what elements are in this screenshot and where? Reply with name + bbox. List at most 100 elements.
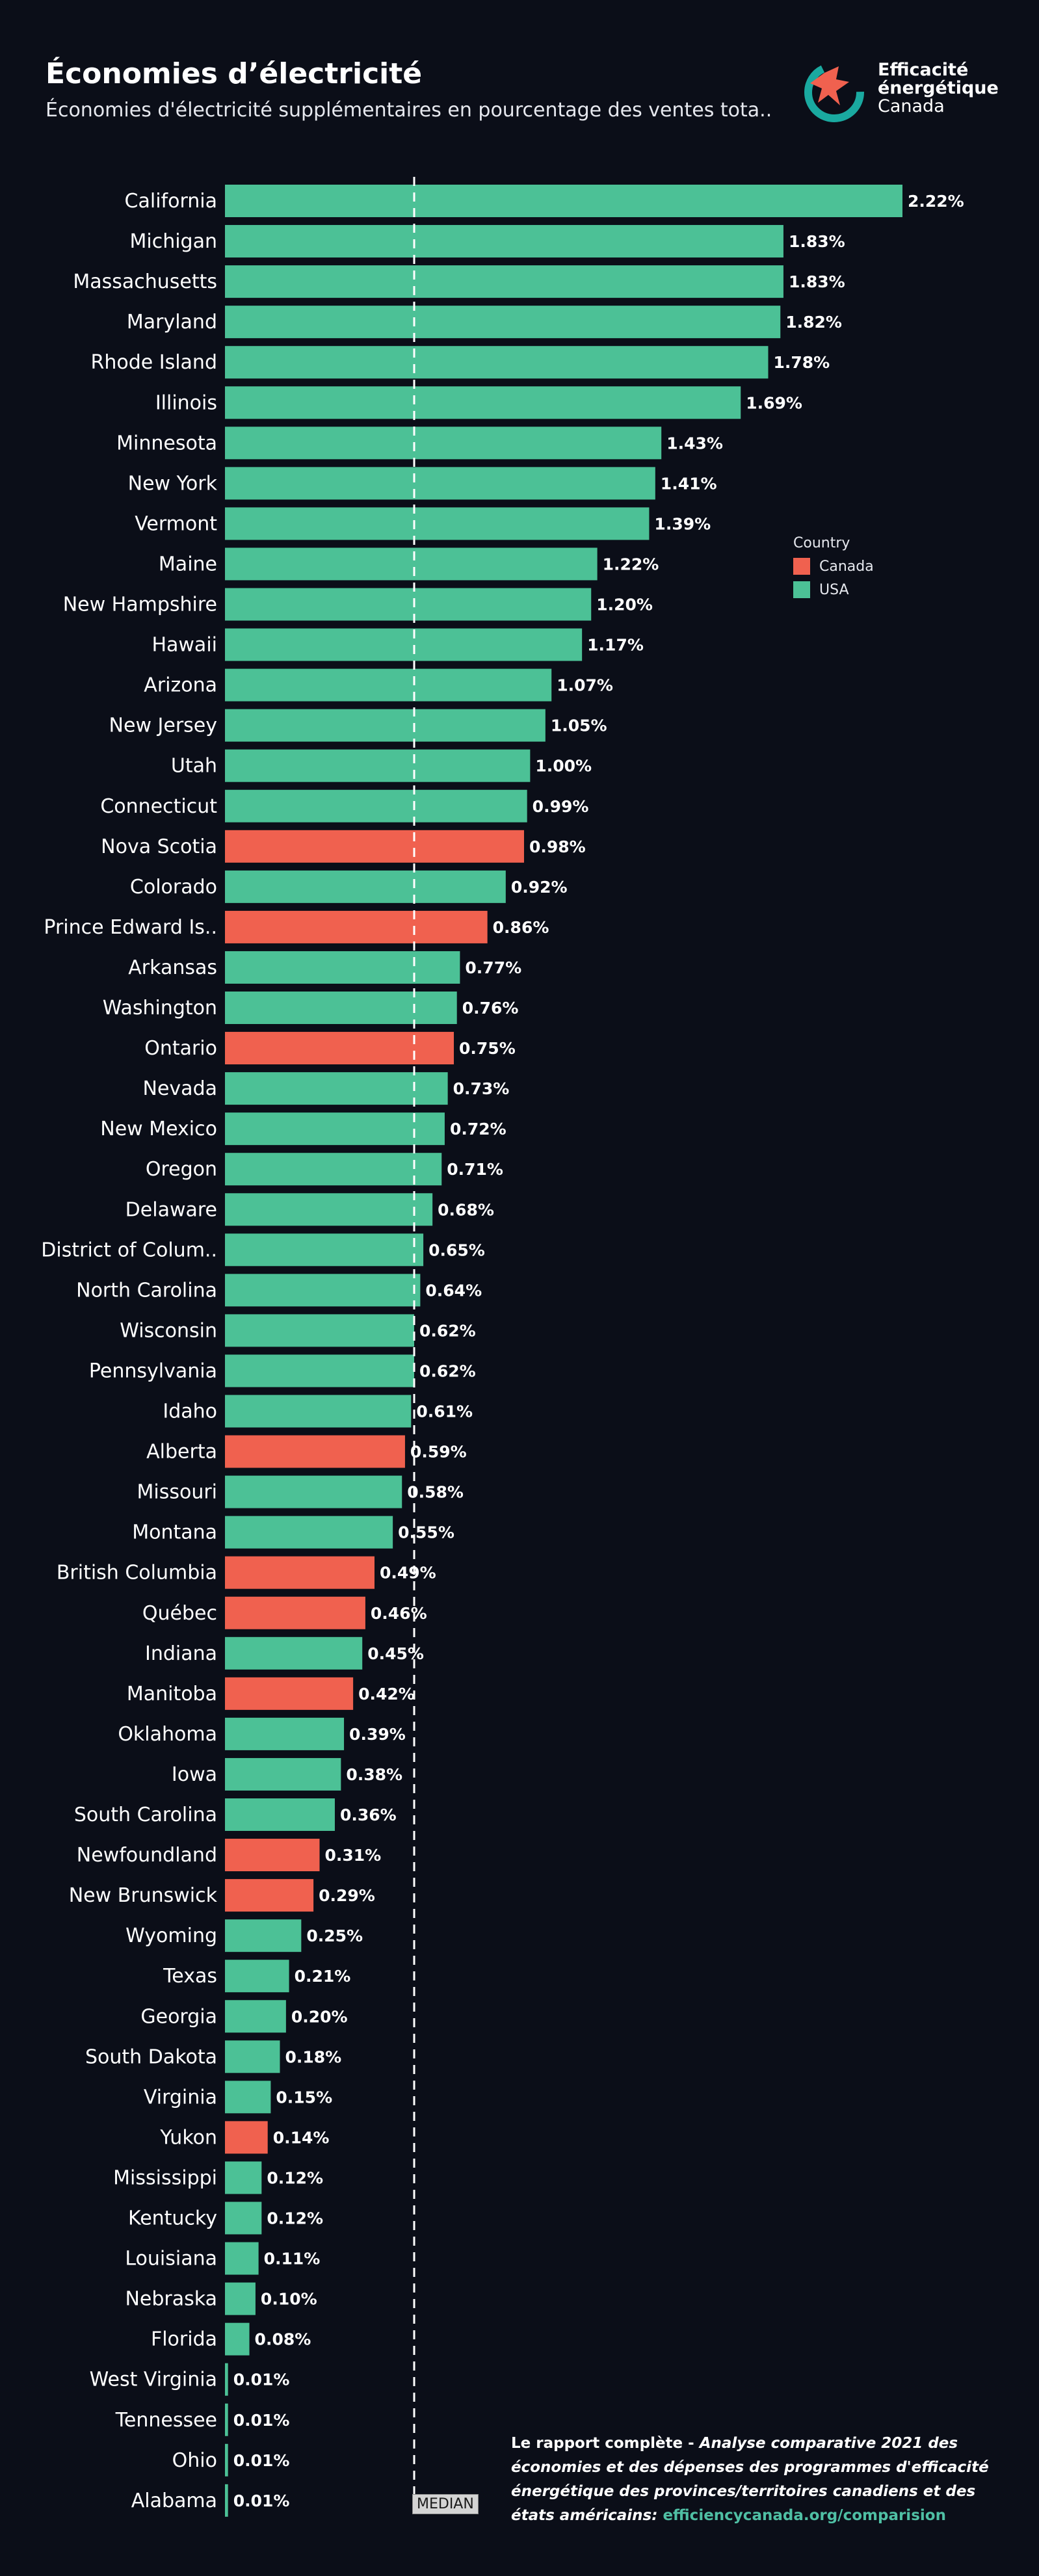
bar-29[interactable]: [225, 1354, 415, 1387]
value-label-11: 1.17%: [587, 636, 644, 655]
category-label-57: Alabama: [131, 2490, 217, 2512]
footer-report: Analyse comparative 2021 des économies e…: [511, 2435, 989, 2524]
bar-6[interactable]: [225, 427, 662, 460]
bar-37[interactable]: [225, 1677, 354, 1710]
bar-46[interactable]: [225, 2040, 280, 2073]
category-label-50: Kentucky: [128, 2207, 217, 2230]
bar-21[interactable]: [225, 1032, 454, 1065]
value-label-4: 1.78%: [773, 353, 830, 372]
bar-0[interactable]: [225, 185, 902, 217]
legend-swatch-canada: [793, 558, 810, 575]
bar-16[interactable]: [225, 830, 524, 863]
bar-51[interactable]: [225, 2242, 259, 2275]
bar-50[interactable]: [225, 2201, 262, 2235]
bar-36[interactable]: [225, 1636, 363, 1670]
bar-34[interactable]: [225, 1556, 375, 1589]
bar-24[interactable]: [225, 1153, 442, 1186]
category-label-52: Nebraska: [125, 2288, 217, 2311]
bar-44[interactable]: [225, 1960, 289, 1993]
bar-55[interactable]: [225, 2403, 228, 2436]
bar-35[interactable]: [225, 1596, 365, 1629]
bar-40[interactable]: [225, 1798, 335, 1831]
bar-4[interactable]: [225, 346, 769, 379]
bar-9[interactable]: [225, 547, 598, 581]
category-label-35: Québec: [142, 1602, 217, 1625]
value-label-41: 0.31%: [325, 1846, 382, 1865]
bar-7[interactable]: [225, 467, 655, 500]
bar-32[interactable]: [225, 1475, 402, 1508]
bar-45[interactable]: [225, 2000, 286, 2033]
bar-48[interactable]: [225, 2121, 268, 2154]
bar-15[interactable]: [225, 789, 527, 822]
bar-12[interactable]: [225, 668, 552, 702]
category-label-51: Louisiana: [125, 2248, 217, 2270]
bar-47[interactable]: [225, 2081, 271, 2114]
category-label-10: New Hampshire: [63, 594, 217, 616]
value-label-26: 0.65%: [428, 1241, 485, 1259]
category-label-27: North Carolina: [76, 1279, 217, 1302]
bar-8[interactable]: [225, 507, 650, 540]
category-label-19: Arkansas: [128, 956, 217, 979]
bar-18[interactable]: [225, 910, 488, 943]
value-label-42: 0.29%: [319, 1886, 375, 1905]
bar-27[interactable]: [225, 1274, 421, 1307]
bar-22[interactable]: [225, 1072, 448, 1105]
value-label-2: 1.83%: [789, 272, 845, 291]
bar-17[interactable]: [225, 870, 506, 903]
bar-2[interactable]: [225, 265, 783, 298]
bar-20[interactable]: [225, 992, 457, 1024]
bar-31[interactable]: [225, 1435, 405, 1468]
legend-item-canada[interactable]: Canada: [793, 558, 874, 575]
bar-3[interactable]: [225, 306, 781, 339]
value-label-29: 0.62%: [419, 1361, 476, 1380]
category-label-56: Ohio: [172, 2449, 217, 2472]
category-label-37: Manitoba: [127, 1683, 217, 1705]
bar-11[interactable]: [225, 628, 583, 661]
bar-38[interactable]: [225, 1717, 345, 1750]
bar-54[interactable]: [225, 2363, 228, 2396]
value-label-49: 0.12%: [267, 2168, 323, 2187]
bar-13[interactable]: [225, 709, 546, 742]
category-label-6: Minnesota: [116, 432, 217, 454]
category-label-2: Massachusetts: [73, 270, 217, 293]
category-label-26: District of Colum..: [41, 1239, 217, 1261]
category-label-11: Hawaii: [151, 634, 217, 657]
bar-56[interactable]: [225, 2443, 228, 2477]
bar-41[interactable]: [225, 1839, 320, 1872]
category-label-32: Missouri: [137, 1481, 217, 1504]
bar-28[interactable]: [225, 1314, 415, 1347]
bar-43[interactable]: [225, 1919, 302, 1952]
legend-item-usa[interactable]: USA: [793, 581, 874, 598]
bar-57[interactable]: [225, 2484, 228, 2517]
bar-25[interactable]: [225, 1193, 433, 1226]
bar-26[interactable]: [225, 1233, 424, 1267]
bar-30[interactable]: [225, 1395, 412, 1428]
bar-1[interactable]: [225, 225, 783, 258]
footer-link[interactable]: efficiencycanada.org/comparision: [663, 2507, 946, 2524]
logo-text: Efficacité énergétique Canada: [878, 61, 999, 116]
bar-10[interactable]: [225, 588, 592, 621]
category-label-48: Yukon: [159, 2126, 217, 2149]
bar-42[interactable]: [225, 1879, 314, 1912]
bar-19[interactable]: [225, 951, 460, 984]
bar-5[interactable]: [225, 386, 741, 419]
footer-note: Le rapport complète - Analyse comparativ…: [511, 2432, 1005, 2528]
category-label-5: Illinois: [155, 391, 217, 414]
bar-39[interactable]: [225, 1757, 341, 1791]
legend-title: Country: [793, 535, 850, 551]
value-label-25: 0.68%: [438, 1200, 494, 1219]
value-label-48: 0.14%: [273, 2128, 330, 2147]
bar-33[interactable]: [225, 1516, 393, 1549]
bar-53[interactable]: [225, 2322, 250, 2356]
value-label-31: 0.59%: [410, 1443, 467, 1462]
value-label-35: 0.46%: [371, 1604, 427, 1623]
value-label-47: 0.15%: [276, 2088, 332, 2107]
category-label-24: Oregon: [146, 1158, 217, 1181]
category-label-54: West Virginia: [90, 2369, 217, 2391]
bar-52[interactable]: [225, 2282, 256, 2315]
value-label-27: 0.64%: [425, 1281, 482, 1300]
category-label-55: Tennessee: [115, 2409, 217, 2432]
bar-23[interactable]: [225, 1112, 445, 1146]
bar-49[interactable]: [225, 2161, 262, 2194]
bar-14[interactable]: [225, 749, 531, 782]
